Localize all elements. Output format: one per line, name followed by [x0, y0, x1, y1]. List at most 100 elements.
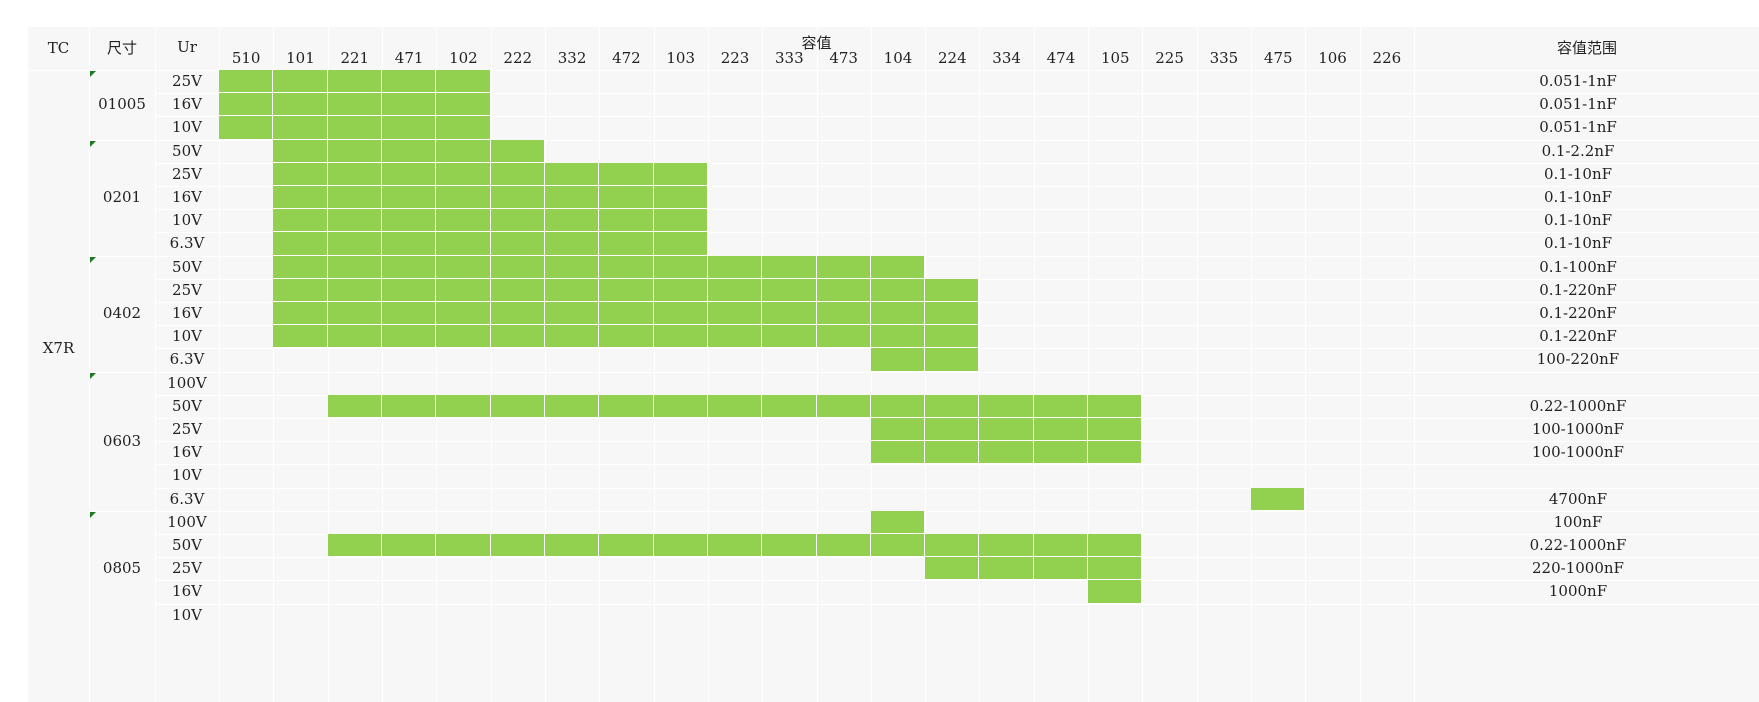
filled-cell-0402-25V-101 — [273, 278, 329, 303]
tc-value: X7R — [42, 338, 75, 357]
range-0402-25V: 0.1-220nF — [1539, 280, 1617, 299]
filled-cell-0805-50V-105 — [1088, 534, 1144, 559]
ur-0603-16V: 16V — [172, 443, 202, 462]
range-0201-50V: 0.1-2.2nF — [1541, 141, 1615, 160]
filled-cell-0402-16V-332 — [544, 302, 601, 327]
filled-cell-01005-25V-510 — [219, 70, 275, 95]
cap-code-472: 472 — [612, 48, 641, 67]
filled-cell-0201-50V-221 — [327, 139, 383, 164]
filled-cell-0402-25V-471 — [381, 278, 438, 303]
grid-line — [1142, 27, 1144, 702]
filled-cell-0603-6.3V-475 — [1251, 487, 1307, 512]
filled-cell-0201-50V-102 — [436, 139, 492, 164]
filled-cell-0603-50V-471 — [381, 394, 438, 419]
range-01005-25V: 0.051-1nF — [1539, 72, 1617, 91]
filled-cell-0805-50V-223 — [707, 534, 764, 559]
ur-0805-10V: 10V — [172, 605, 202, 624]
grid-line — [436, 27, 438, 702]
filled-cell-0201-10V-102 — [436, 209, 492, 234]
grid-line — [762, 27, 764, 702]
filled-cell-0201-25V-472 — [599, 162, 655, 187]
filled-cell-0201-6.3V-472 — [599, 232, 655, 257]
filled-cell-0603-16V-224 — [925, 441, 981, 466]
filled-cell-0201-10V-221 — [327, 209, 383, 234]
header-size: 尺寸 — [106, 39, 137, 57]
filled-cell-0201-10V-101 — [273, 209, 329, 234]
filled-cell-0603-50V-223 — [707, 394, 764, 419]
size-0402: 0402 — [102, 304, 142, 323]
filled-cell-0603-50V-222 — [490, 394, 546, 419]
grid-line — [599, 27, 601, 702]
filled-cell-0201-25V-332 — [544, 162, 601, 187]
grid-line — [1305, 27, 1307, 702]
filled-cell-0402-50V-473 — [816, 255, 872, 280]
grid-line — [89, 27, 90, 702]
filled-cell-0805-25V-474 — [1033, 557, 1090, 582]
filled-cell-0201-6.3V-221 — [327, 232, 383, 257]
filled-cell-0201-16V-222 — [490, 186, 546, 211]
filled-cell-0603-25V-104 — [870, 418, 927, 443]
filled-cell-0603-50V-224 — [925, 394, 981, 419]
filled-cell-0402-25V-472 — [599, 278, 655, 303]
filled-cell-0603-25V-474 — [1033, 418, 1090, 443]
cap-code-225: 225 — [1155, 48, 1184, 67]
filled-cell-0201-16V-221 — [327, 186, 383, 211]
filled-cell-0805-25V-105 — [1088, 557, 1144, 582]
filled-cell-0402-16V-102 — [436, 302, 492, 327]
filled-cell-0201-25V-103 — [653, 162, 709, 187]
ur-01005-25V: 25V — [172, 72, 202, 91]
ur-0603-50V: 50V — [172, 396, 202, 415]
filled-cell-0201-50V-471 — [381, 139, 438, 164]
filled-cell-0402-25V-104 — [870, 278, 927, 303]
filled-cell-0201-25V-222 — [490, 162, 546, 187]
grid-line — [653, 27, 655, 702]
ur-0805-25V: 25V — [172, 559, 202, 578]
filled-cell-0805-50V-333 — [762, 534, 818, 559]
filled-cell-01005-16V-510 — [219, 93, 275, 118]
grid-line — [707, 27, 709, 702]
cap-code-102: 102 — [449, 48, 478, 67]
filled-cell-01005-10V-510 — [219, 116, 275, 141]
header-range: 容值范围 — [1556, 39, 1617, 57]
ur-01005-16V: 16V — [172, 95, 202, 114]
filled-cell-0402-50V-223 — [707, 255, 764, 280]
comment-marker-icon — [90, 256, 96, 263]
filled-cell-0603-50V-333 — [762, 394, 818, 419]
grid-line — [155, 27, 156, 702]
grid-line — [1196, 27, 1198, 702]
range-0402-10V: 0.1-220nF — [1539, 327, 1617, 346]
filled-cell-0603-50V-473 — [816, 394, 872, 419]
grid-line — [544, 27, 546, 702]
range-0805-16V: 1000nF — [1548, 582, 1608, 601]
comment-marker-icon — [90, 511, 96, 518]
cap-code-335: 335 — [1209, 48, 1239, 67]
range-0805-50V: 0.22-1000nF — [1529, 536, 1627, 555]
ur-0201-16V: 16V — [172, 188, 202, 207]
range-0805-25V: 220-1000nF — [1532, 559, 1624, 578]
filled-cell-0402-50V-332 — [544, 255, 601, 280]
filled-cell-0201-10V-471 — [381, 209, 438, 234]
filled-cell-0603-50V-332 — [544, 394, 601, 419]
filled-cell-0603-50V-105 — [1088, 394, 1144, 419]
grid-line — [1414, 27, 1416, 702]
filled-cell-0402-16V-473 — [816, 302, 872, 327]
filled-cell-0402-6.3V-104 — [870, 348, 927, 373]
grid-line — [816, 27, 818, 702]
grid-line — [1251, 27, 1253, 702]
cap-code-105: 105 — [1100, 48, 1130, 67]
filled-cell-0402-16V-333 — [762, 302, 818, 327]
range-0201-10V: 0.1-10nF — [1543, 211, 1613, 230]
range-0805-100V: 100nF — [1553, 512, 1603, 531]
ur-0201-50V: 50V — [172, 141, 202, 160]
filled-cell-01005-10V-102 — [436, 116, 492, 141]
filled-cell-0201-50V-222 — [490, 139, 546, 164]
filled-cell-0603-50V-103 — [653, 394, 709, 419]
filled-cell-0402-16V-104 — [870, 302, 927, 327]
filled-cell-0805-50V-103 — [653, 534, 709, 559]
filled-cell-0603-16V-104 — [870, 441, 927, 466]
comment-marker-icon — [90, 71, 96, 77]
header-tc: TC — [47, 39, 70, 57]
grid-line — [28, 70, 1759, 71]
cap-code-473: 473 — [829, 48, 858, 67]
cap-code-104: 104 — [883, 48, 913, 67]
